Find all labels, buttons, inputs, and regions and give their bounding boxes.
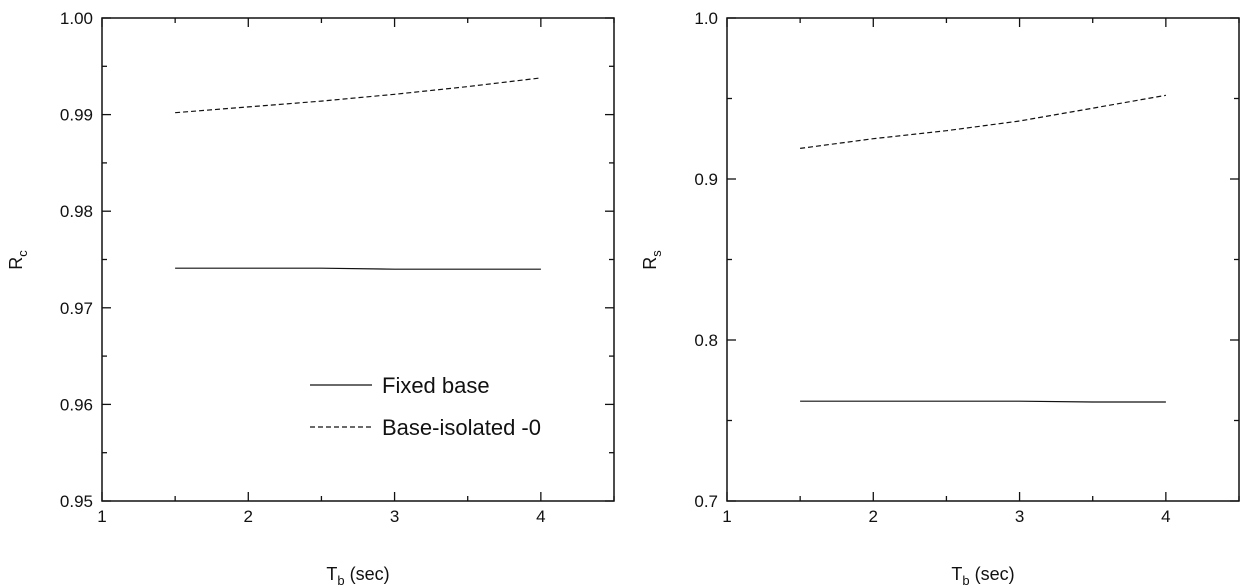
y-tick-label: 0.8 (694, 331, 718, 350)
x-axis-label: Tb (sec) (951, 564, 1014, 588)
legend-label: Fixed base (382, 373, 490, 398)
series-line-fixed-base (800, 400, 1166, 403)
x-tick-label: 3 (390, 507, 399, 526)
legend-label: Base-isolated -0 (382, 415, 541, 440)
x-tick-label: 1 (97, 507, 106, 526)
x-tick-label: 1 (722, 507, 731, 526)
y-tick-label: 0.96 (60, 395, 93, 414)
x-tick-label: 4 (536, 507, 545, 526)
y-tick-label: 0.9 (694, 170, 718, 189)
series-line-base-isolated (175, 77, 541, 114)
y-tick-label: 0.97 (60, 299, 93, 318)
y-axis-label: Rc (6, 250, 30, 270)
y-axis-label: Rs (640, 250, 664, 270)
y-tick-label: 1.00 (60, 9, 93, 28)
series-line-fixed-base (175, 267, 541, 270)
x-tick-label: 2 (869, 507, 878, 526)
plot-frame (726, 17, 1240, 502)
y-tick-label: 0.95 (60, 492, 93, 511)
legend: Fixed base Base-isolated -0 (310, 373, 541, 440)
x-tick-label: 4 (1161, 507, 1170, 526)
y-tick-label: 0.98 (60, 202, 93, 221)
x-axis-label: Tb (sec) (326, 564, 389, 588)
y-tick-label: 0.99 (60, 106, 93, 125)
chart-panel-2: 1 2 3 4 0.7 0.8 0.9 1.0 Tb (sec) Rs (640, 9, 1240, 588)
x-tick-label: 2 (244, 507, 253, 526)
series-line-base-isolated (800, 94, 1167, 149)
y-tick-label: 1.0 (694, 9, 718, 28)
chart-panel-1: 1 2 3 4 0.95 0.96 0.97 0.98 0.99 1.00 Tb (sec) Rc Fi… (6, 9, 615, 588)
x-tick-label: 3 (1015, 507, 1024, 526)
y-tick-label: 0.7 (694, 492, 718, 511)
